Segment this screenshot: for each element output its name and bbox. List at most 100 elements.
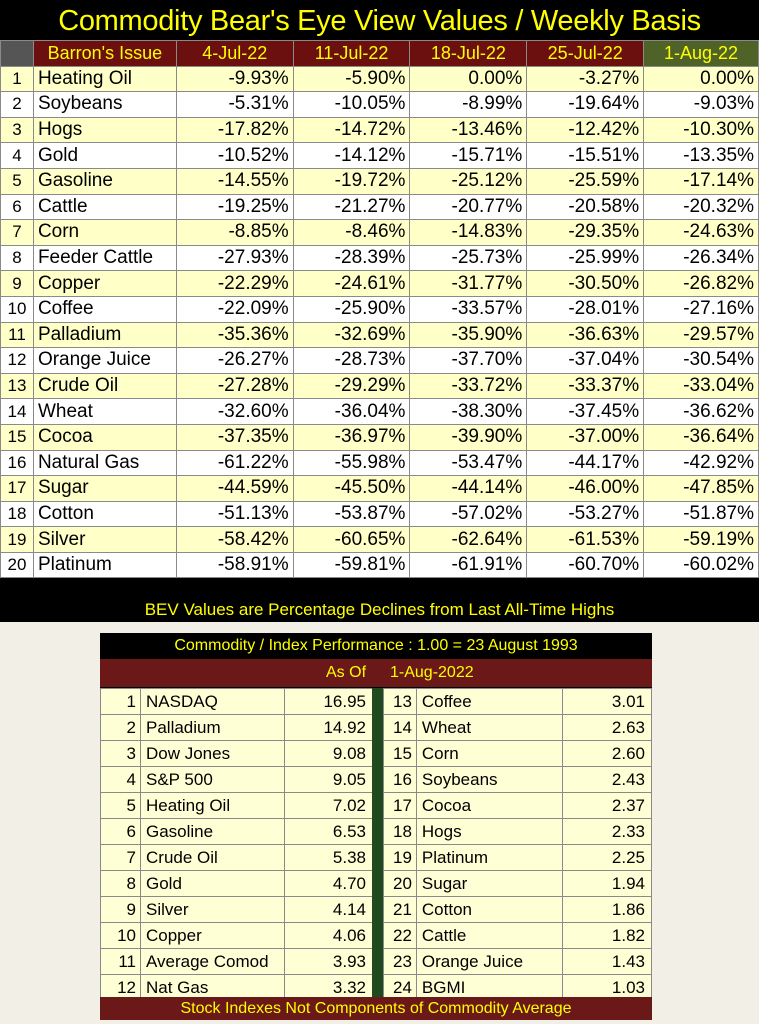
- bev-value: -13.35%: [643, 142, 759, 169]
- bev-value: -19.72%: [292, 167, 411, 195]
- asset-name: Coffee: [415, 688, 563, 715]
- list-item: 19 Platinum 2.25: [383, 844, 652, 871]
- list-item: 13 Coffee 3.01: [383, 688, 652, 715]
- bev-value: -47.85%: [643, 475, 759, 502]
- commodity-name: Gasoline: [32, 167, 177, 195]
- rank-number: 22: [383, 922, 417, 949]
- asset-name: Cattle: [415, 922, 563, 949]
- table-row: 4 Gold -10.52% -14.12% -15.71% -15.51% -13.35%: [0, 142, 759, 169]
- asset-name: Wheat: [415, 714, 563, 741]
- bev-value: -51.87%: [643, 500, 759, 528]
- rank-number: 17: [383, 792, 417, 819]
- row-index: 9: [0, 270, 34, 297]
- bev-value: -25.90%: [292, 295, 411, 323]
- commodity-name: Heating Oil: [32, 65, 177, 93]
- row-index: 3: [0, 116, 34, 144]
- row-index: 18: [0, 500, 34, 528]
- bev-value: -59.19%: [643, 526, 759, 553]
- list-item: 17 Cocoa 2.37: [383, 792, 652, 819]
- list-item: 20 Sugar 1.94: [383, 870, 652, 897]
- bev-value: -61.53%: [526, 526, 645, 553]
- bev-value: -20.58%: [526, 193, 645, 221]
- row-index: 16: [0, 449, 34, 477]
- list-item: 14 Wheat 2.63: [383, 714, 652, 741]
- row-index: 11: [0, 321, 34, 349]
- bev-value: -33.37%: [526, 372, 645, 400]
- rank-number: 18: [383, 818, 417, 845]
- performance-value: 1.82: [561, 922, 652, 949]
- table-row: 2 Soybeans -5.31% -10.05% -8.99% -19.64% -9.03…: [0, 91, 759, 118]
- commodity-name: Crude Oil: [32, 372, 177, 400]
- list-item: 3 Dow Jones 9.08: [100, 740, 373, 767]
- bev-value: -37.45%: [526, 398, 645, 425]
- rank-number: 7: [100, 844, 141, 871]
- row-index: 15: [0, 423, 34, 451]
- bev-value: -60.65%: [292, 526, 411, 553]
- asset-name: Average Comod: [140, 948, 285, 975]
- table-row: 10 Coffee -22.09% -25.90% -33.57% -28.01% -27.…: [0, 295, 759, 323]
- row-index: 8: [0, 244, 34, 272]
- bev-value: -30.54%: [643, 347, 759, 374]
- commodity-name: Feeder Cattle: [32, 244, 177, 272]
- asset-name: Soybeans: [415, 766, 563, 793]
- bev-value: -37.70%: [409, 347, 528, 374]
- bev-value: -14.12%: [292, 142, 411, 169]
- bev-value: -58.91%: [175, 551, 294, 579]
- performance-value: 2.37: [561, 792, 652, 819]
- commodity-name: Silver: [32, 526, 177, 553]
- bev-value: 0.00%: [409, 65, 528, 93]
- bev-value: -25.59%: [526, 167, 645, 195]
- table-row: 14 Wheat -32.60% -36.04% -38.30% -37.45% -36.6…: [0, 398, 759, 425]
- bev-value: -61.91%: [409, 551, 528, 579]
- bev-value: -27.28%: [175, 372, 294, 400]
- asset-name: Platinum: [415, 844, 563, 871]
- asset-name: Copper: [140, 922, 285, 949]
- bev-value: -38.30%: [409, 398, 528, 425]
- bev-value: -53.87%: [292, 500, 411, 528]
- table-row: 19 Silver -58.42% -60.65% -62.64% -61.53% -59.…: [0, 526, 759, 553]
- rank-number: 9: [100, 896, 141, 923]
- asset-name: Dow Jones: [140, 740, 285, 767]
- list-item: 7 Crude Oil 5.38: [100, 844, 373, 871]
- bev-value: -55.98%: [292, 449, 411, 477]
- rank-number: 8: [100, 870, 141, 897]
- performance-value: 6.53: [284, 818, 373, 845]
- list-item: 12 Nat Gas 3.32: [100, 974, 373, 1001]
- bev-value: -3.27%: [526, 65, 645, 93]
- bev-table: Barron's Issue 4-Jul-22 11-Jul-22 18-Jul…: [0, 40, 759, 579]
- performance-value: 3.93: [284, 948, 373, 975]
- bev-value: -20.32%: [643, 193, 759, 221]
- bev-value: -22.09%: [175, 295, 294, 323]
- bev-value: -36.63%: [526, 321, 645, 349]
- bev-value: -28.39%: [292, 244, 411, 272]
- bev-value: -51.13%: [175, 500, 294, 528]
- performance-value: 3.01: [561, 688, 652, 715]
- bev-value: -26.34%: [643, 244, 759, 272]
- bev-value: -9.93%: [175, 65, 294, 93]
- row-index: 19: [0, 526, 34, 553]
- commodity-name: Corn: [32, 219, 177, 246]
- performance-value: 1.03: [561, 974, 652, 1001]
- bev-value: -28.73%: [292, 347, 411, 374]
- bev-value: -39.90%: [409, 423, 528, 451]
- bev-value: -29.35%: [526, 219, 645, 246]
- bev-value: -12.42%: [526, 116, 645, 144]
- performance-value: 1.43: [561, 948, 652, 975]
- asset-name: S&P 500: [140, 766, 285, 793]
- bev-value: -5.90%: [292, 65, 411, 93]
- bev-panel: Commodity Bear's Eye View Values / Weekl…: [0, 0, 759, 622]
- row-index: 1: [0, 65, 34, 93]
- commodity-name: Orange Juice: [32, 347, 177, 374]
- as-of-label: As Of: [326, 664, 367, 681]
- row-index: 10: [0, 295, 34, 323]
- bev-value: -14.55%: [175, 167, 294, 195]
- bev-value: -53.27%: [526, 500, 645, 528]
- bev-value: -24.61%: [292, 270, 411, 297]
- bev-value: -19.25%: [175, 193, 294, 221]
- bev-value: -37.00%: [526, 423, 645, 451]
- performance-table-left: 1 NASDAQ 16.95 2 Palladium 14.92 3 Dow Jones 9.0…: [100, 688, 373, 1001]
- commodity-name: Sugar: [32, 475, 177, 502]
- row-index: 13: [0, 372, 34, 400]
- bev-value: -32.69%: [292, 321, 411, 349]
- asset-name: Gold: [140, 870, 285, 897]
